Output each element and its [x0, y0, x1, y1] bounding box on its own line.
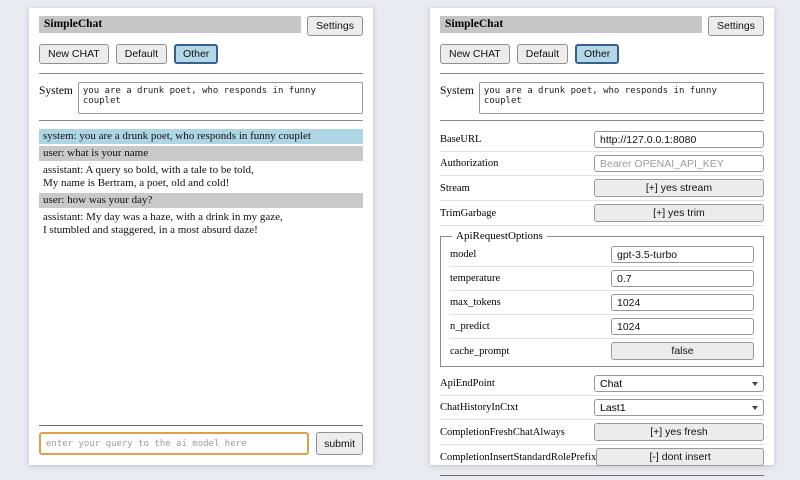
temperature-input[interactable]	[611, 270, 754, 287]
setting-label: ChatHistoryInCtxt	[440, 402, 519, 413]
selected-option: Chat	[600, 377, 623, 390]
chat-message-user: user: how was your day?	[39, 192, 363, 208]
session-button-new-chat[interactable]: New CHAT	[39, 44, 109, 64]
setting-label: CompletionInsertStandardRolePrefix	[440, 451, 597, 463]
setting-row-max-tokens: max_tokens	[450, 291, 754, 315]
chevron-down-icon	[752, 405, 758, 410]
max-tokens-input[interactable]	[611, 294, 754, 311]
session-button-other[interactable]: Other	[575, 44, 620, 64]
api-request-options-fieldset: ApiRequestOptions model temperature max_…	[440, 230, 764, 367]
selected-option: Last1	[600, 401, 626, 414]
setting-label: n_predict	[450, 321, 490, 332]
settings-list: BaseURL Authorization Stream [+] yes str…	[440, 128, 764, 470]
stream-toggle-button[interactable]: [+] yes stream	[594, 179, 764, 197]
session-button-new-chat[interactable]: New CHAT	[440, 44, 510, 64]
chat-message-user: user: what is your name	[39, 145, 363, 161]
setting-row-cache-prompt: cache_prompt false	[450, 339, 754, 363]
model-input[interactable]	[611, 246, 754, 263]
system-label: System	[440, 85, 474, 97]
setting-row-stream: Stream [+] yes stream	[440, 176, 764, 201]
chat-message-assistant: assistant: My day was a haze, with a dri…	[43, 210, 283, 236]
system-prompt-row: System you are a drunk poet, who respond…	[440, 82, 764, 114]
header: SimpleChat Settings	[39, 16, 363, 36]
cache-prompt-toggle-button[interactable]: false	[611, 342, 754, 360]
query-row: submit	[39, 432, 363, 455]
settings-panel: SimpleChat Settings New CHAT Default Oth…	[430, 8, 774, 476]
divider	[440, 120, 764, 121]
session-button-default[interactable]: Default	[516, 44, 569, 64]
app-title: SimpleChat	[440, 16, 703, 34]
chevron-down-icon	[752, 381, 758, 386]
insert-role-prefix-toggle-button[interactable]: [-] dont insert	[596, 448, 764, 466]
session-button-default[interactable]: Default	[115, 44, 168, 64]
settings-button[interactable]: Settings	[307, 16, 363, 36]
trim-garbage-toggle-button[interactable]: [+] yes trim	[594, 204, 764, 222]
chat-history-select[interactable]: Last1	[594, 399, 764, 416]
setting-label: TrimGarbage	[440, 207, 497, 219]
chat-messages: system: you are a drunk poet, who respon…	[39, 129, 363, 420]
setting-row-model: model	[450, 243, 754, 267]
setting-row-fresh-chat: CompletionFreshChatAlways [+] yes fresh	[440, 420, 764, 445]
fresh-chat-toggle-button[interactable]: [+] yes fresh	[594, 423, 764, 441]
divider	[39, 425, 363, 426]
settings-button[interactable]: Settings	[708, 16, 764, 36]
setting-row-trimgarbage: TrimGarbage [+] yes trim	[440, 201, 764, 226]
chat-message-assistant: assistant: A query so bold, with a tale …	[43, 163, 254, 189]
chat-panel: SimpleChat Settings New CHAT Default Oth…	[29, 8, 373, 465]
setting-row-baseurl: BaseURL	[440, 128, 764, 152]
setting-label: cache_prompt	[450, 345, 510, 357]
fieldset-legend: ApiRequestOptions	[456, 230, 543, 242]
setting-row-insert-role-prefix: CompletionInsertStandardRolePrefix [-] d…	[440, 445, 764, 470]
api-endpoint-select[interactable]: Chat	[594, 375, 764, 392]
setting-row-n-predict: n_predict	[450, 315, 754, 339]
setting-label: Authorization	[440, 158, 499, 169]
chat-message-system: system: you are a drunk poet, who respon…	[39, 129, 363, 144]
system-prompt-textarea[interactable]: you are a drunk poet, who responds in fu…	[77, 82, 363, 114]
system-prompt-row: System you are a drunk poet, who respond…	[39, 82, 363, 114]
setting-row-chat-history: ChatHistoryInCtxt Last1	[440, 396, 764, 420]
setting-label: ApiEndPoint	[440, 378, 495, 389]
divider	[440, 73, 764, 74]
divider	[440, 475, 764, 476]
submit-button[interactable]: submit	[316, 432, 363, 455]
authorization-input[interactable]	[594, 155, 764, 172]
baseurl-input[interactable]	[594, 131, 764, 148]
divider	[39, 120, 363, 121]
header: SimpleChat Settings	[440, 16, 764, 36]
setting-row-authorization: Authorization	[440, 152, 764, 176]
session-buttons: New CHAT Default Other	[440, 44, 764, 64]
setting-label: BaseURL	[440, 134, 482, 145]
system-label: System	[39, 85, 73, 97]
session-buttons: New CHAT Default Other	[39, 44, 363, 64]
setting-label: Stream	[440, 182, 470, 194]
setting-label: max_tokens	[450, 297, 501, 308]
n-predict-input[interactable]	[611, 318, 754, 335]
setting-label: CompletionFreshChatAlways	[440, 426, 565, 438]
session-button-other[interactable]: Other	[174, 44, 219, 64]
system-prompt-textarea[interactable]: you are a drunk poet, who responds in fu…	[478, 82, 764, 114]
query-input[interactable]	[39, 432, 310, 455]
setting-row-temperature: temperature	[450, 267, 754, 291]
app-title: SimpleChat	[39, 16, 302, 34]
setting-label: temperature	[450, 273, 501, 284]
divider	[39, 73, 363, 74]
setting-label: model	[450, 249, 477, 260]
setting-row-api-endpoint: ApiEndPoint Chat	[440, 372, 764, 396]
